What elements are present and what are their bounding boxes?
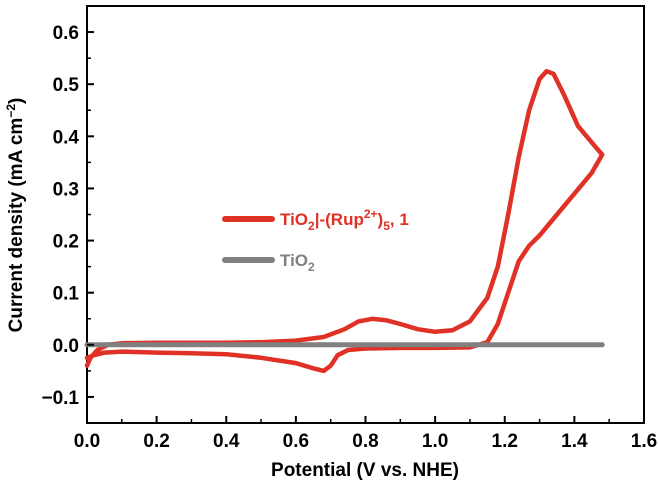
- x-tick-label: 1.6: [631, 431, 657, 452]
- legend1-a-sub: 2: [308, 219, 315, 233]
- legend1-d: , 1: [390, 210, 409, 229]
- y-tick-label: 0.3: [53, 179, 79, 200]
- legend2-a: TiO: [280, 251, 308, 270]
- x-axis: 0.0 0.2 0.4 0.6 0.8 1.0 1.2 1.4 1.6: [74, 416, 657, 452]
- x-tick-label: 0.6: [283, 431, 309, 452]
- y-axis-title-main: Current density (mA cm: [6, 118, 27, 333]
- legend-label-tio2-rup: TiO2|-(Rup2+)5, 1: [280, 207, 409, 233]
- x-tick-label: 1.0: [422, 431, 448, 452]
- y-axis-title-sup: −2: [4, 104, 18, 118]
- y-tick-label: 0.5: [53, 75, 80, 96]
- y-axis-title: Current density (mA cm−2): [4, 98, 27, 333]
- x-tick-label: 1.4: [561, 431, 588, 452]
- x-tick-label: 0.4: [213, 431, 240, 452]
- x-tick-label: 0.2: [143, 431, 169, 452]
- legend1-c: ): [378, 210, 384, 229]
- legend1-a: TiO: [280, 210, 308, 229]
- legend1-c-sub: 5: [383, 219, 390, 233]
- legend1-b: |-(Rup: [315, 210, 364, 229]
- legend1-b-sup: 2+: [364, 207, 378, 221]
- y-axis: −0.1 0.0 0.1 0.2 0.3 0.4 0.5 0.6: [41, 5, 94, 424]
- x-axis-title: Potential (V vs. NHE): [271, 460, 459, 481]
- legend2-a-sub: 2: [308, 260, 315, 274]
- series-line-tio2-rup: [84, 68, 605, 374]
- series-layer: [84, 68, 605, 374]
- y-axis-title-close: ): [6, 98, 27, 104]
- y-tick-label: 0.0: [53, 336, 79, 357]
- y-tick-label: 0.2: [53, 232, 79, 253]
- legend: TiO2|-(Rup2+)5, 1 TiO2: [222, 207, 409, 274]
- y-tick-label: 0.4: [53, 127, 80, 148]
- legend-label-tio2: TiO2: [280, 251, 315, 274]
- x-tick-label: 1.2: [492, 431, 518, 452]
- y-tick-label: 0.6: [53, 23, 79, 44]
- y-tick-label: −0.1: [41, 388, 79, 409]
- y-tick-label: 0.1: [53, 284, 80, 305]
- x-tick-label: 0.8: [352, 431, 378, 452]
- x-tick-label: 0.0: [74, 431, 100, 452]
